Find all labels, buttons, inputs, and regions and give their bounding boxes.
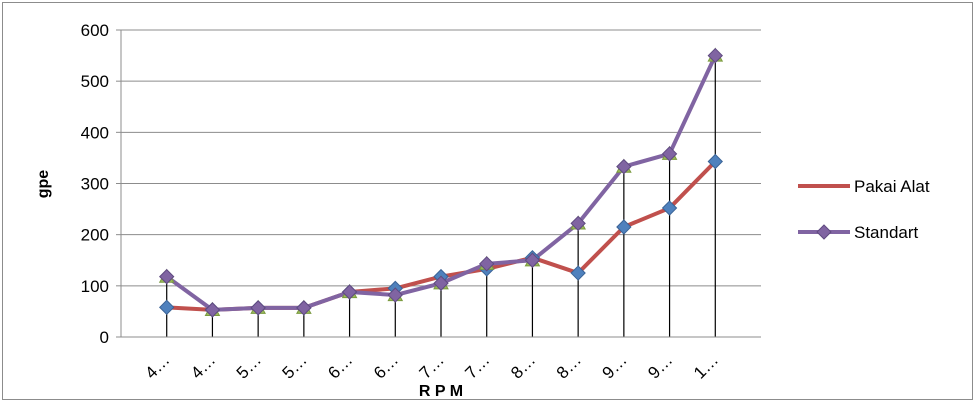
data-point-standart [250,300,266,316]
x-tick-label: 4… [187,350,219,382]
x-tick-label: 6… [370,350,402,382]
x-tick-label: 5… [233,350,265,382]
data-point-standart [479,256,495,272]
data-point-standart [570,215,586,232]
y-tick-label: 0 [100,328,109,347]
x-tick-label: 9… [644,350,676,382]
x-tick-label: 5… [279,350,311,382]
x-tick-label: 8… [507,350,539,382]
legend-label-1: Standart [854,223,919,242]
legend-label-0: Pakai Alat [854,177,930,196]
y-tick-label: 200 [81,226,109,245]
y-tick-label: 500 [81,72,109,91]
data-point-standart [707,47,723,64]
y-tick-label: 400 [81,123,109,142]
data-point-standart [296,300,312,316]
x-tick-label: 4… [141,350,173,382]
y-axis-title: gpe [35,170,52,199]
axes [116,29,761,338]
x-tick-label: 9… [599,350,631,382]
data-point [661,200,678,216]
drop-lines [166,55,716,337]
x-tick-label: 8… [553,350,585,382]
gridlines [121,29,761,287]
y-tick-labels: 0 100 200 300 400 500 600 [81,21,109,347]
legend-marker [816,224,832,240]
data-point-standart [159,268,175,285]
data-point-standart [387,287,403,303]
data-point [616,219,632,235]
x-tick-label: 6… [324,350,356,382]
legend: Pakai Alat Standart [798,177,930,242]
data-point-standart [524,252,541,268]
x-tick-label: 1… [690,350,722,382]
y-tick-label: 300 [81,175,109,194]
data-point-standart [433,275,449,291]
data-point-standart [616,158,632,175]
x-tick-label: 7… [416,350,448,382]
y-tick-label: 100 [81,277,109,296]
x-axis-title: R P M [419,383,463,400]
data-point [707,153,723,170]
data-point [159,299,175,316]
series-group [158,47,724,318]
x-tick-label: 7… [461,350,493,382]
data-point-standart [204,302,221,318]
data-point-standart [341,284,358,300]
x-tick-labels: 4… 4… 5… 5… 6… 6… 7… 7… 8… 8… 9… 9… 1… [141,350,722,382]
data-point-standart [661,146,678,162]
data-point [570,265,586,281]
y-tick-label: 600 [81,21,109,40]
